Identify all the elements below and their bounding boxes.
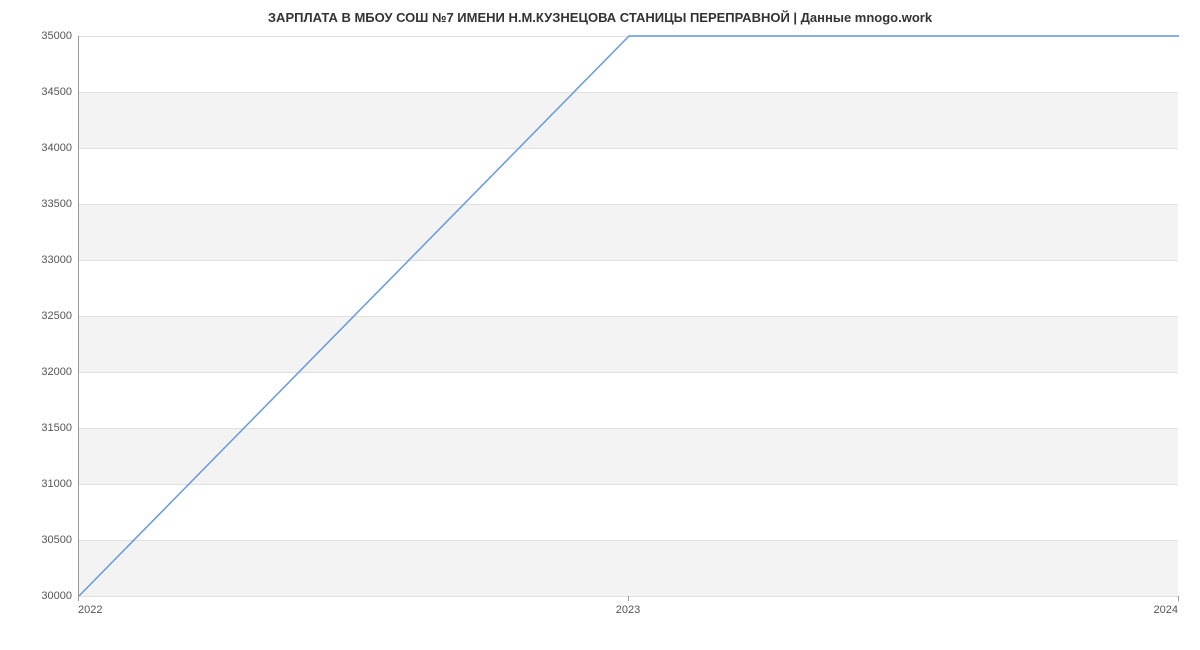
y-tick-label: 31000 [41,478,72,490]
y-tick-label: 30500 [41,534,72,546]
y-tick-label: 34000 [41,142,72,154]
y-tick-label: 35000 [41,30,72,42]
y-tick-label: 33000 [41,254,72,266]
chart-title: ЗАРПЛАТА В МБОУ СОШ №7 ИМЕНИ Н.М.КУЗНЕЦО… [0,0,1200,25]
x-tick-mark [628,596,629,601]
y-tick-label: 34500 [41,86,72,98]
chart-container [78,36,1178,596]
series-line [79,36,1179,596]
x-tick-label: 2024 [1154,604,1178,616]
line-series-svg [79,36,1179,596]
plot-area [78,36,1178,596]
x-tick-mark [78,596,79,601]
x-tick-mark [1178,596,1179,601]
y-tick-label: 30000 [41,590,72,602]
y-tick-label: 32000 [41,366,72,378]
x-tick-label: 2023 [616,604,640,616]
y-tick-label: 31500 [41,422,72,434]
y-tick-label: 32500 [41,310,72,322]
x-tick-label: 2022 [78,604,102,616]
y-tick-label: 33500 [41,198,72,210]
